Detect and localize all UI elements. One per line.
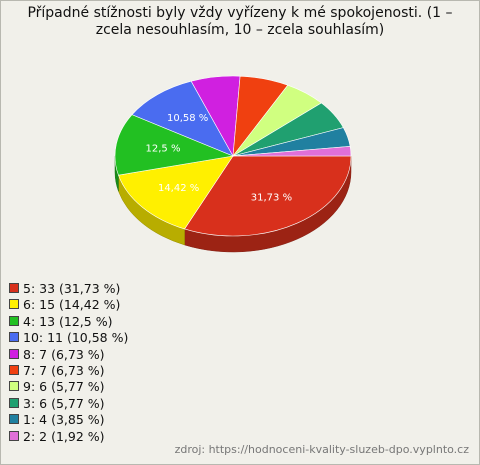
legend-label: 1: 4 (3,85 %) xyxy=(23,412,105,428)
legend-item: 3: 6 (5,77 %) xyxy=(9,396,128,412)
legend-label: 6: 15 (14,42 %) xyxy=(23,297,121,313)
legend-swatch xyxy=(9,364,19,375)
legend-label: 8: 7 (6,73 %) xyxy=(23,346,105,362)
legend-item: 6: 15 (14,42 %) xyxy=(9,297,128,313)
legend-label: 5: 33 (31,73 %) xyxy=(23,281,121,296)
legend-label: 2: 2 (1,92 %) xyxy=(23,428,105,444)
legend-item: 9: 6 (5,77 %) xyxy=(9,379,128,395)
source-note: zdroj: https://hodnoceni-kvality-sluzeb-… xyxy=(174,443,469,456)
legend-swatch xyxy=(9,414,19,425)
legend-item: 5: 33 (31,73 %) xyxy=(9,281,128,297)
legend-item: 4: 13 (12,5 %) xyxy=(9,314,128,330)
legend-label: 3: 6 (5,77 %) xyxy=(23,395,105,411)
pie-plot: 31,73 % 14,42 % 12,5 % 10,58 % xyxy=(114,75,352,253)
legend-label: 7: 7 (6,73 %) xyxy=(23,362,105,378)
slice xyxy=(118,155,234,230)
legend-swatch xyxy=(9,332,19,343)
legend-item: 8: 7 (6,73 %) xyxy=(9,347,128,363)
slice xyxy=(114,114,235,176)
data-label: 10,58 % xyxy=(167,113,208,124)
data-label: 12,5 % xyxy=(146,144,181,155)
legend-item: 1: 4 (3,85 %) xyxy=(9,412,128,428)
legend-item: 10: 11 (10,58 %) xyxy=(9,330,128,346)
legend-swatch xyxy=(9,381,19,392)
legend-label: 10: 11 (10,58 %) xyxy=(23,330,129,346)
chart-title: Případné stížnosti byly vždy vyřízeny k … xyxy=(27,5,453,38)
legend-label: 9: 6 (5,77 %) xyxy=(23,379,105,395)
legend-swatch xyxy=(9,315,19,326)
legend-swatch xyxy=(9,283,19,293)
legend-swatch xyxy=(9,430,19,441)
legend: 5: 33 (31,73 %) 6: 15 (14,42 %) 4: 13 (12,… xyxy=(9,281,128,445)
legend-swatch xyxy=(9,299,19,310)
legend-swatch xyxy=(9,397,19,408)
slice xyxy=(131,80,234,157)
slice xyxy=(184,155,352,237)
data-label: 14,42 % xyxy=(158,183,199,194)
legend-swatch xyxy=(9,348,19,359)
legend-item: 7: 7 (6,73 %) xyxy=(9,363,128,379)
slice xyxy=(232,146,352,157)
legend-label: 4: 13 (12,5 %) xyxy=(23,313,113,329)
legend-item: 2: 2 (1,92 %) xyxy=(9,429,128,445)
data-label: 31,73 % xyxy=(251,193,292,204)
